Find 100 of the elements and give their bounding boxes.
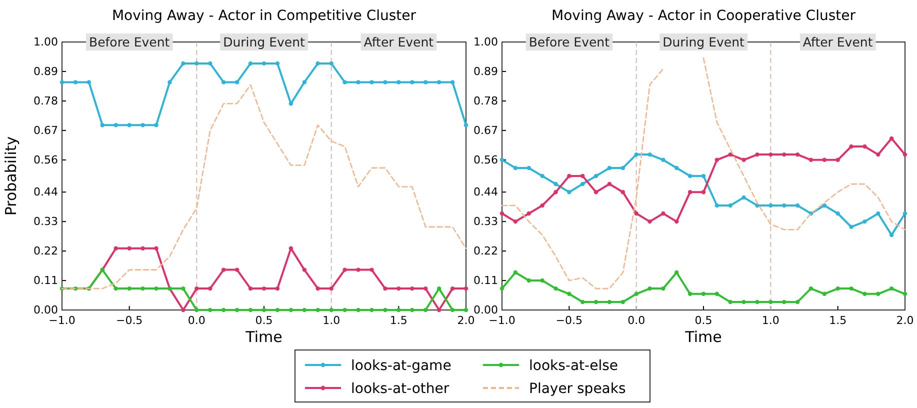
- point: [580, 182, 585, 186]
- point: [370, 80, 374, 84]
- point: [808, 286, 814, 291]
- point: [674, 270, 679, 275]
- x-tick-label: 0.5: [694, 314, 712, 327]
- point: [302, 308, 307, 312]
- y-tick-label: 1.00: [34, 36, 58, 49]
- point: [248, 308, 253, 312]
- point: [329, 286, 334, 291]
- x-tick-label: −0.5: [556, 314, 583, 327]
- y-tick-label: 0.67: [34, 124, 58, 137]
- point: [464, 122, 468, 128]
- point: [620, 166, 626, 170]
- point: [234, 268, 240, 272]
- x-tick-label: 0.0: [188, 314, 206, 327]
- point: [383, 80, 388, 84]
- point: [768, 203, 773, 208]
- point: [73, 80, 78, 84]
- point: [302, 268, 307, 272]
- point: [755, 300, 760, 304]
- point: [396, 80, 401, 84]
- point: [154, 246, 158, 250]
- point: [902, 152, 908, 157]
- annotation: Before Event: [89, 34, 170, 50]
- point: [862, 144, 867, 149]
- point: [181, 308, 186, 312]
- x-tick-label: 0.0: [628, 314, 646, 327]
- point: [248, 61, 253, 66]
- point: [728, 203, 732, 208]
- point: [316, 308, 320, 312]
- point: [540, 203, 544, 208]
- point: [688, 292, 692, 296]
- point: [194, 286, 199, 291]
- y-tick-label: 0.89: [474, 65, 498, 78]
- point: [140, 286, 145, 291]
- point: [594, 190, 598, 194]
- point: [423, 308, 428, 312]
- point: [513, 270, 518, 275]
- point: [849, 144, 854, 149]
- point: [889, 232, 894, 238]
- point: [140, 246, 145, 250]
- point: [648, 219, 652, 224]
- point: [688, 174, 692, 178]
- point: [755, 152, 760, 157]
- point: [262, 61, 266, 66]
- point: [316, 61, 320, 66]
- point: [288, 308, 294, 312]
- point: [221, 80, 226, 84]
- point: [714, 158, 720, 162]
- point: [500, 211, 504, 216]
- point: [526, 211, 531, 216]
- chart-title: Moving Away - Actor in Competitive Cluster: [112, 8, 416, 24]
- point: [836, 211, 840, 216]
- point: [302, 80, 307, 84]
- point: [688, 190, 692, 194]
- point: [795, 203, 800, 208]
- point: [849, 286, 854, 291]
- point: [755, 203, 760, 208]
- x-tick-label: 1.5: [390, 314, 408, 327]
- y-tick-label: 0.44: [34, 186, 58, 199]
- point: [234, 80, 240, 84]
- point: [194, 61, 199, 66]
- point: [795, 152, 800, 157]
- point: [782, 152, 786, 157]
- point: [607, 166, 612, 170]
- point: [862, 219, 867, 224]
- point: [620, 190, 626, 194]
- y-tick-label: 0.33: [34, 215, 58, 228]
- y-tick-label: 0.11: [474, 274, 498, 288]
- point: [275, 286, 280, 291]
- legend-label: looks-at-other: [351, 381, 450, 397]
- point: [100, 122, 105, 128]
- y-axis-title: Probability: [2, 136, 20, 216]
- point: [168, 80, 172, 84]
- annotation: During Event: [223, 34, 305, 50]
- point: [607, 182, 612, 186]
- point: [876, 211, 880, 216]
- point: [876, 292, 880, 296]
- point: [768, 300, 773, 304]
- point: [154, 286, 158, 291]
- point: [714, 203, 720, 208]
- point: [127, 122, 132, 128]
- point: [234, 308, 240, 312]
- line-series: [61, 84, 467, 290]
- point: [768, 152, 773, 157]
- point: [342, 308, 347, 312]
- point: [370, 308, 374, 312]
- x-tick-label: 1.5: [829, 314, 847, 327]
- legend-label: Player speaks: [529, 381, 626, 397]
- point: [836, 286, 840, 291]
- point: [634, 211, 638, 216]
- point: [140, 122, 145, 128]
- point: [423, 80, 428, 84]
- point: [782, 300, 786, 304]
- point: [60, 80, 64, 84]
- x-tick-label: 2.0: [896, 314, 914, 327]
- point: [822, 292, 827, 296]
- point: [356, 80, 360, 84]
- point: [822, 158, 827, 162]
- point: [436, 308, 442, 312]
